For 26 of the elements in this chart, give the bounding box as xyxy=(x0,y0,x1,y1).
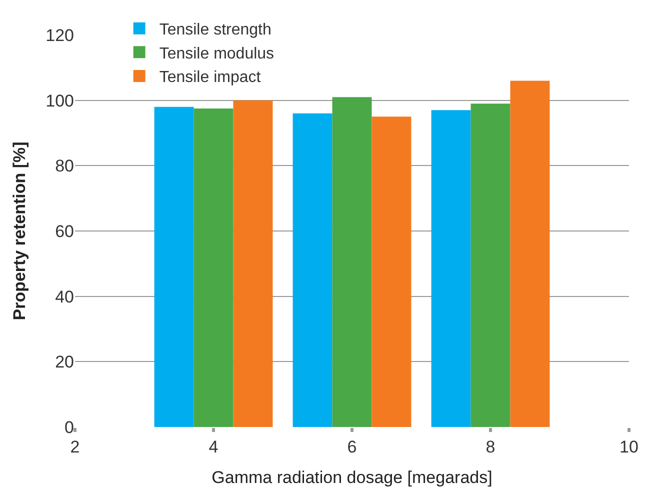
y-tick-label: 80 xyxy=(55,156,74,176)
legend-label: Tensile strength xyxy=(159,22,272,39)
legend-label: Tensile impact xyxy=(159,69,262,86)
x-tick-label: 10 xyxy=(620,437,638,456)
bar xyxy=(431,110,471,427)
x-tick-label: 4 xyxy=(208,437,218,456)
y-tick-label: 120 xyxy=(46,26,74,45)
y-tick-label: 0 xyxy=(64,418,74,437)
bar xyxy=(154,106,194,427)
bar xyxy=(372,116,412,427)
y-tick-label: 100 xyxy=(46,91,74,110)
y-axis-title: Property retention [%] xyxy=(10,142,30,320)
x-tick-label: 6 xyxy=(347,437,357,456)
bar xyxy=(332,97,372,427)
y-tick-label: 20 xyxy=(55,352,74,372)
bar xyxy=(292,113,332,427)
x-tick-label: 2 xyxy=(70,437,80,456)
bar xyxy=(194,108,234,427)
legend-label: Tensile modulus xyxy=(159,45,274,62)
y-tick-label: 40 xyxy=(55,287,74,306)
y-tick-label: 60 xyxy=(55,222,74,241)
x-tick-label: 8 xyxy=(486,437,496,456)
bar xyxy=(233,100,273,427)
bar xyxy=(470,104,510,427)
x-axis-title: Gamma radiation dosage [megarads] xyxy=(212,468,492,487)
bar xyxy=(510,80,550,427)
